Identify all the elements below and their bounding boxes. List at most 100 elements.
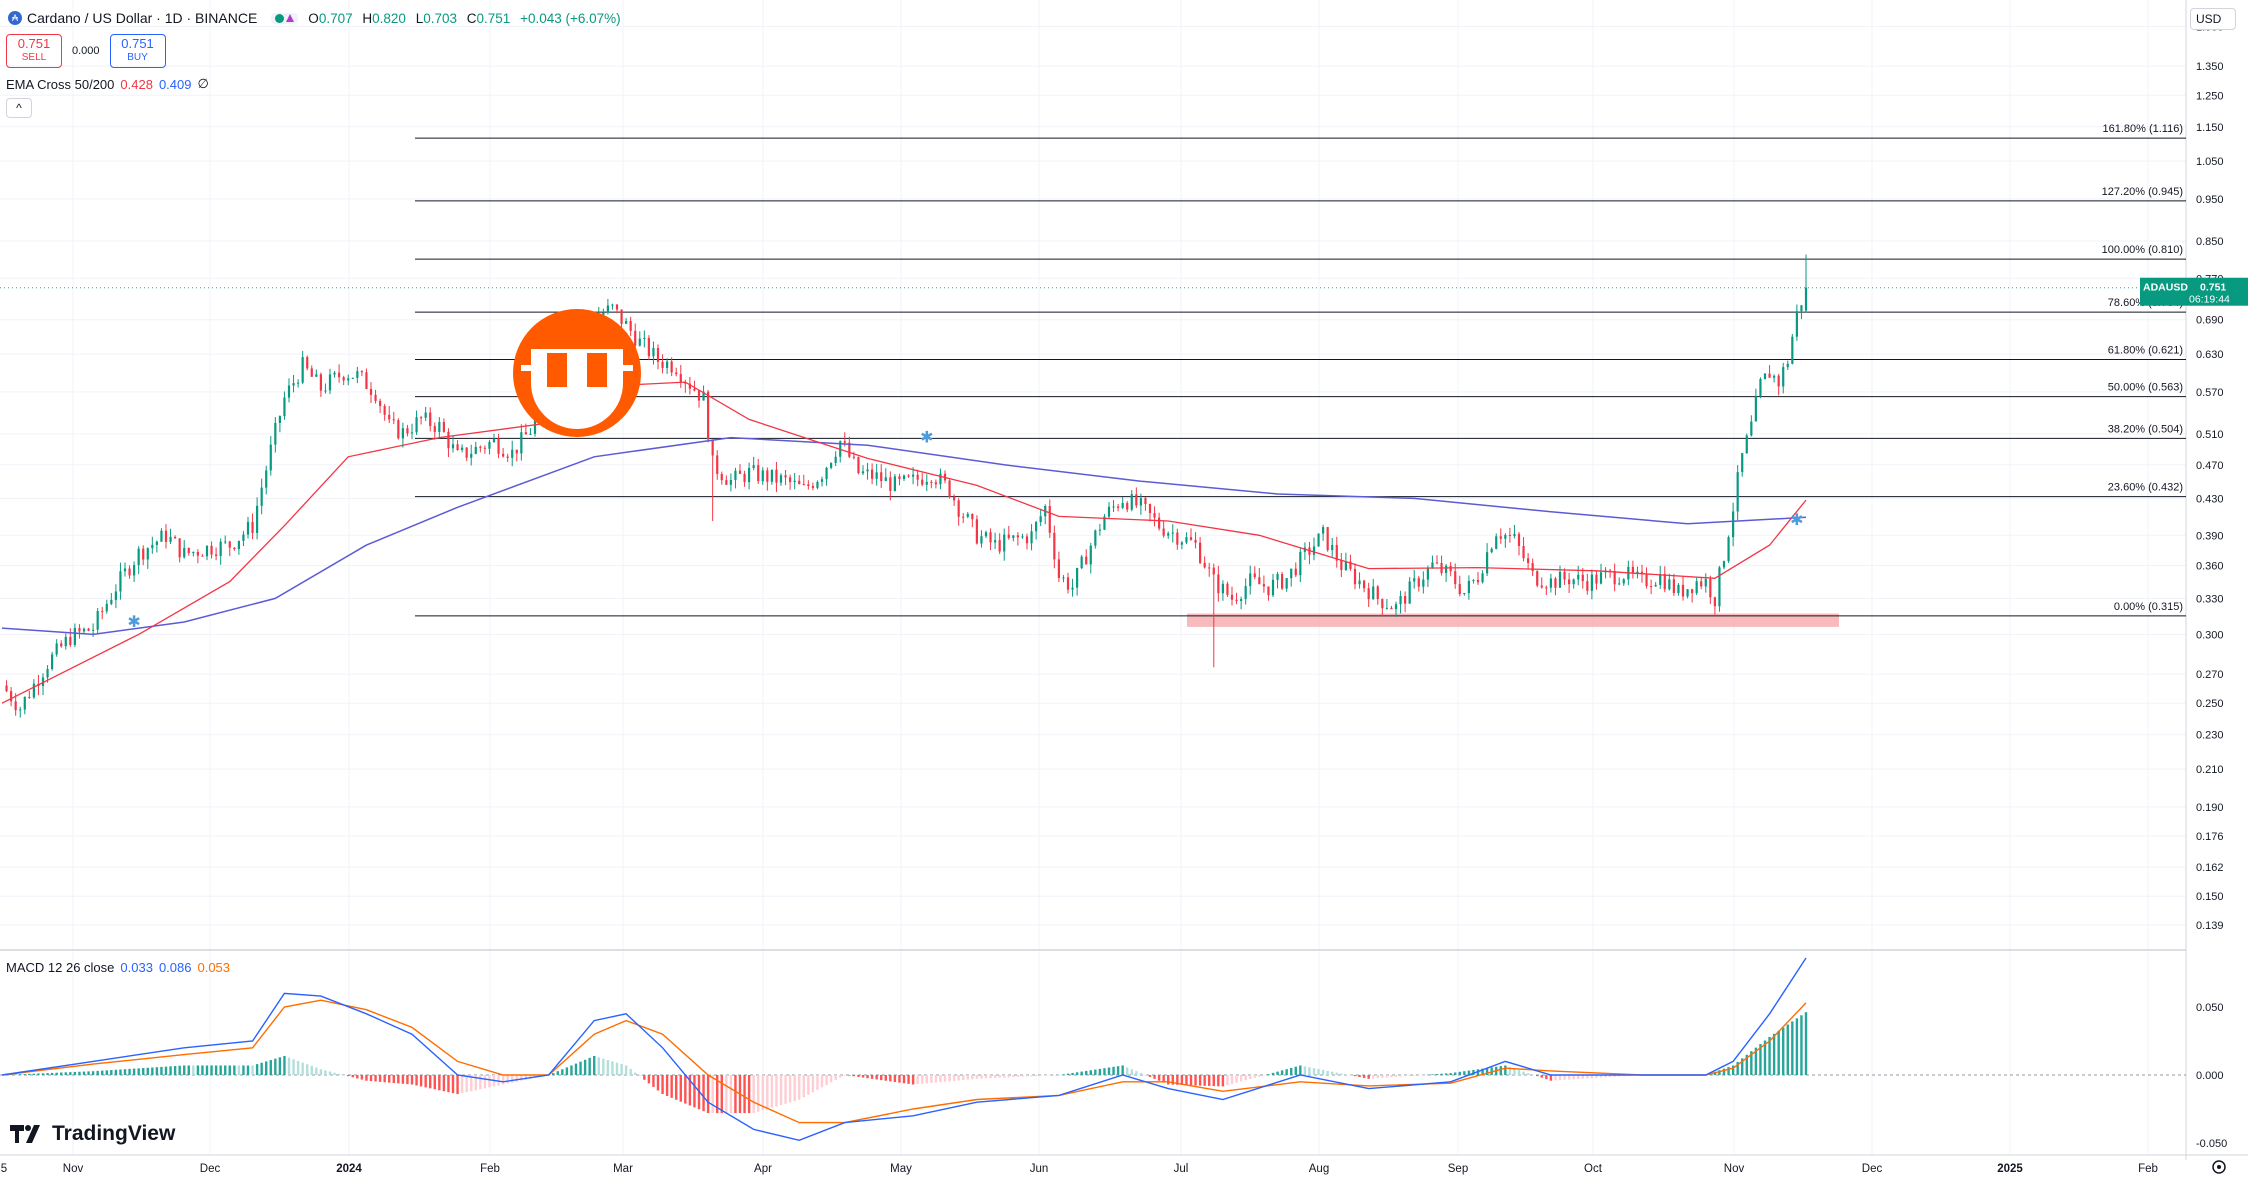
- macd-histogram-bar: [474, 1075, 477, 1091]
- candle-body: [1349, 561, 1352, 569]
- candle-body: [775, 469, 778, 483]
- macd-histogram-bar: [460, 1075, 464, 1094]
- macd-histogram-bar: [1481, 1068, 1484, 1075]
- candle-body: [716, 455, 719, 475]
- macd-histogram-bar: [957, 1075, 960, 1081]
- macd-histogram-bar: [1358, 1075, 1361, 1078]
- macd-histogram-bar: [720, 1075, 723, 1114]
- candle-body: [1390, 607, 1393, 610]
- ema-indicator-legend[interactable]: EMA Cross 50/200 0.428 0.409 ∅: [6, 76, 209, 92]
- candle-body: [1741, 453, 1744, 473]
- candle-body: [1486, 552, 1489, 574]
- candle-body: [1527, 558, 1530, 564]
- candle-body: [429, 412, 432, 427]
- macd-histogram-bar: [429, 1075, 432, 1089]
- price-tick-label: 0.470: [2196, 460, 2224, 472]
- macd-histogram-bar: [1408, 1075, 1411, 1076]
- collapse-legend-button[interactable]: ^: [6, 98, 32, 118]
- macd-histogram-bar: [1303, 1066, 1307, 1075]
- candle-body: [1158, 517, 1161, 529]
- price-tick-label: 0.390: [2196, 530, 2224, 542]
- candle-body: [989, 532, 992, 543]
- macd-histogram-bar: [588, 1057, 591, 1075]
- price-tick-label: 0.360: [2196, 560, 2224, 572]
- macd-histogram-bar: [132, 1068, 136, 1075]
- macd-histogram-bar: [410, 1075, 414, 1085]
- candle-body: [19, 709, 22, 711]
- eye-icon[interactable]: [271, 12, 299, 24]
- macd-histogram-bar: [825, 1075, 828, 1085]
- macd-histogram-bar: [283, 1055, 286, 1075]
- gear-icon[interactable]: [2210, 1158, 2228, 1176]
- candle-body: [629, 321, 632, 331]
- candle-body: [82, 628, 86, 632]
- macd-histogram-bar: [679, 1075, 682, 1102]
- time-tick-label: May: [890, 1163, 912, 1175]
- macd-legend[interactable]: MACD 12 26 close 0.033 0.086 0.053: [6, 960, 231, 975]
- macd-histogram-bar: [1062, 1074, 1065, 1075]
- candle-body: [1513, 533, 1516, 536]
- candle-body: [1276, 574, 1279, 580]
- time-tick-label: Dec: [1862, 1163, 1883, 1175]
- candle-body: [123, 568, 127, 572]
- candle-body: [1599, 572, 1603, 584]
- candle-body: [984, 532, 988, 537]
- candle-body: [1704, 578, 1707, 587]
- macd-histogram-bar: [1444, 1073, 1448, 1075]
- symbol-title[interactable]: Cardano / US Dollar · 1D · BINANCE: [27, 10, 258, 26]
- macd-histogram-bar: [729, 1075, 733, 1114]
- candle-body: [1431, 562, 1434, 568]
- candle-body: [766, 470, 769, 482]
- macd-histogram-bar: [1258, 1075, 1261, 1077]
- macd-histogram-bar: [1390, 1075, 1393, 1078]
- candle-body: [1085, 556, 1088, 565]
- macd-histogram-bar: [907, 1075, 910, 1084]
- macd-histogram-bar: [788, 1075, 792, 1103]
- candle-body: [1668, 579, 1671, 590]
- macd-histogram-bar: [1130, 1069, 1133, 1075]
- candle-body: [32, 683, 35, 698]
- macd-histogram-bar: [1044, 1075, 1047, 1076]
- candle-body: [1235, 599, 1238, 601]
- candle-body: [1244, 586, 1247, 600]
- macd-histogram-bar: [251, 1065, 254, 1075]
- price-tick-label: 0.250: [2196, 698, 2224, 710]
- macd-histogram-bar: [706, 1075, 710, 1114]
- price-tick-label: 0.210: [2196, 764, 2224, 776]
- macd-histogram-bar: [151, 1067, 154, 1075]
- candle-body: [1217, 574, 1220, 594]
- macd-histogram-bar: [1750, 1051, 1753, 1075]
- currency-selector[interactable]: USD: [2190, 8, 2236, 30]
- macd-histogram-bar: [1800, 1015, 1803, 1075]
- time-tick-label: Sep: [1448, 1163, 1468, 1175]
- candle-body: [101, 611, 104, 613]
- macd-histogram-bar: [820, 1075, 824, 1088]
- macd-histogram-bar: [1212, 1075, 1215, 1087]
- macd-histogram-bar: [1053, 1075, 1056, 1076]
- candle-body: [902, 475, 906, 479]
- candle-body: [848, 442, 851, 457]
- candle-body: [215, 554, 218, 556]
- tradingview-logo[interactable]: TradingView: [10, 1122, 175, 1146]
- buy-button[interactable]: 0.751 BUY: [109, 34, 166, 68]
- macd-histogram-bar: [192, 1065, 195, 1075]
- macd-histogram-bar: [246, 1065, 250, 1075]
- macd-histogram-bar: [1157, 1075, 1161, 1081]
- sell-button[interactable]: 0.751 SELL: [6, 34, 62, 68]
- candle-body: [1103, 516, 1106, 530]
- macd-histogram-bar: [1098, 1068, 1102, 1075]
- candle-body: [1003, 534, 1006, 552]
- macd-histogram-bar: [1722, 1068, 1726, 1075]
- candle-body: [529, 433, 532, 435]
- candle-body: [1363, 580, 1366, 589]
- candle-body: [921, 479, 924, 485]
- candle-body: [656, 348, 660, 362]
- candle-body: [1340, 560, 1343, 571]
- candle-body: [1262, 584, 1265, 587]
- macd-histogram-bar: [237, 1065, 241, 1075]
- macd-histogram-bar: [306, 1064, 309, 1075]
- macd-histogram-bar: [173, 1066, 177, 1075]
- candle-body: [1230, 594, 1234, 600]
- macd-tick-label: 0.000: [2196, 1070, 2224, 1082]
